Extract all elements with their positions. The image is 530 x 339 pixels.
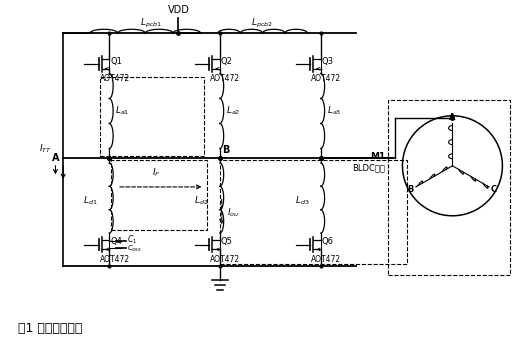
Text: $L_{d3}$: $L_{d3}$ [295, 194, 309, 207]
Text: AOT472: AOT472 [311, 255, 341, 264]
Text: C: C [491, 185, 497, 194]
Text: $L_{pcb2}$: $L_{pcb2}$ [251, 17, 273, 30]
Text: B: B [408, 185, 414, 194]
Text: Q6: Q6 [322, 237, 334, 246]
Bar [220, 160, 407, 264]
Text: AOT472: AOT472 [210, 255, 240, 264]
Bar [100, 77, 205, 156]
Text: $L_{a2}$: $L_{a2}$ [226, 105, 240, 117]
Text: $C_{oss}$: $C_{oss}$ [127, 243, 142, 254]
Text: Q4: Q4 [110, 237, 122, 246]
Text: $L_{pcb1}$: $L_{pcb1}$ [139, 17, 162, 30]
Text: $L_{a1}$: $L_{a1}$ [115, 105, 129, 117]
Text: BLDC马达: BLDC马达 [352, 163, 385, 172]
Text: 图1 桥式拓扑电路: 图1 桥式拓扑电路 [18, 321, 82, 335]
Text: B: B [222, 145, 229, 155]
Text: Q2: Q2 [221, 57, 233, 65]
Text: AOT472: AOT472 [100, 255, 130, 264]
Text: AOT472: AOT472 [100, 75, 130, 83]
Text: A: A [52, 153, 59, 163]
Text: $I_{TT}$: $I_{TT}$ [39, 142, 52, 155]
Text: A: A [449, 113, 456, 122]
Text: $I_{f'}$: $I_{f'}$ [152, 166, 161, 179]
Text: AOT472: AOT472 [210, 75, 240, 83]
Bar [111, 160, 207, 230]
Text: Q1: Q1 [110, 57, 122, 65]
Text: $C_1$: $C_1$ [127, 234, 137, 246]
Bar [388, 100, 510, 275]
Text: AOT472: AOT472 [311, 75, 341, 83]
Text: VDD: VDD [167, 5, 189, 15]
Text: M1: M1 [370, 152, 385, 161]
Text: $L_{a3}$: $L_{a3}$ [326, 105, 341, 117]
Text: Q5: Q5 [221, 237, 233, 246]
Text: $L_{d2}$: $L_{d2}$ [194, 194, 208, 207]
Text: $I_{ou}$: $I_{ou}$ [227, 207, 240, 219]
Text: $L_{d1}$: $L_{d1}$ [83, 194, 98, 207]
Text: Q3: Q3 [322, 57, 334, 65]
